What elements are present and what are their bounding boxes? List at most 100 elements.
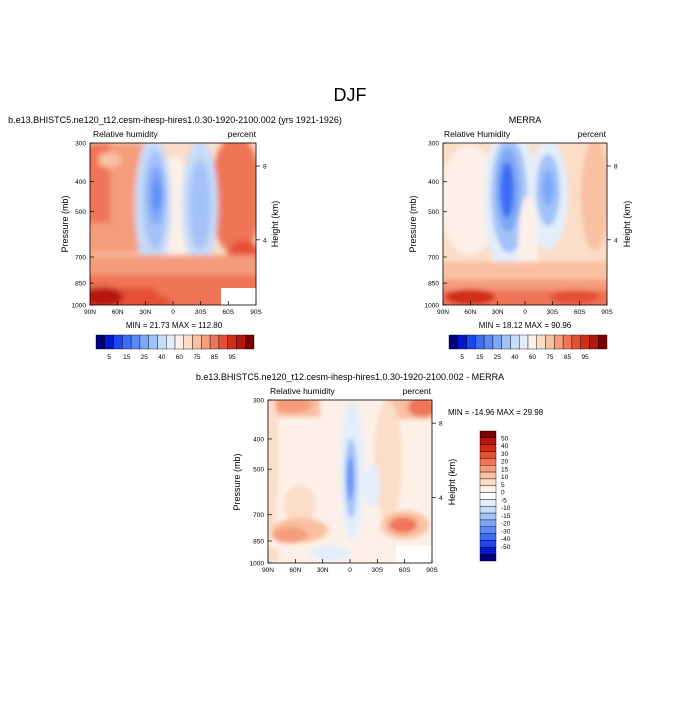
colorbar-swatch (479, 553, 497, 562)
panel-diff: b.e13.BHISTC5.ne120_t12.cesm-ihesp-hires… (196, 372, 544, 574)
colorbar-label: 75 (546, 354, 554, 361)
x-tick-label: 60N (289, 567, 301, 574)
colorbar-label: -40 (501, 536, 511, 543)
colorbar-swatch (174, 334, 184, 350)
colorbar-swatch (113, 334, 123, 350)
colorbar-swatch (479, 519, 497, 527)
colorbar-swatch (466, 334, 476, 350)
y-tick-label: 500 (253, 467, 264, 474)
colorbar-label: 5 (107, 354, 111, 361)
x-tick-label: 90N (262, 567, 274, 574)
y-tick-label: 300 (75, 141, 86, 148)
colorbar-swatch (527, 334, 537, 350)
colorbar-label: 60 (176, 354, 184, 361)
x-axis: 90N 60N 30N 0 30S 60S 90S (84, 301, 262, 316)
colorbar-swatch (479, 430, 497, 439)
contour-field (268, 400, 432, 563)
colorbar-label: 40 (511, 354, 519, 361)
y-tick-label: 400 (428, 179, 439, 186)
y-tick-label: 300 (428, 141, 439, 148)
colorbar-swatch (218, 334, 228, 350)
colorbar-swatch (598, 334, 608, 350)
colorbar-swatch (95, 334, 105, 350)
right-axis: 84 (432, 421, 443, 502)
y-tick-label: 1000 (425, 303, 440, 310)
colorbar-swatch (519, 334, 529, 350)
x-tick-label: 60S (399, 567, 411, 574)
x-tick-label: 30S (547, 309, 559, 316)
x-tick-label: 0 (171, 309, 175, 316)
colorbar-swatch (227, 334, 237, 350)
colorbar-swatch (479, 547, 497, 555)
colorbar-label: -5 (501, 497, 507, 504)
colorbar-swatch (209, 334, 220, 350)
right-tick-label: 8 (263, 164, 267, 171)
colorbar-swatch (510, 334, 520, 350)
colorbar-swatch (157, 334, 167, 350)
colorbar-swatch (580, 334, 590, 350)
contour-field (90, 143, 256, 305)
x-tick-label: 30S (372, 567, 384, 574)
colorbar-label: 50 (501, 435, 509, 442)
colorbar-swatch (479, 465, 497, 473)
colorbar-swatch (479, 471, 497, 480)
colorbar-swatch (104, 334, 114, 350)
colorbar-swatch (139, 334, 149, 350)
colorbar-label: 85 (211, 354, 219, 361)
x-tick-label: 30N (317, 567, 329, 574)
colorbar-swatch (479, 533, 497, 541)
right-axis: 84 (256, 164, 267, 244)
right-tick-label: 4 (614, 237, 618, 244)
y-axis-label: Pressure (mb) (60, 195, 70, 252)
colorbar-swatch (245, 334, 255, 350)
colorbar-swatch (562, 334, 573, 350)
colorbar-swatch (501, 334, 511, 350)
colorbar-label: -15 (501, 513, 511, 520)
y-tick-label: 1000 (72, 303, 87, 310)
colorbar-label: 5 (460, 354, 464, 361)
right-tick-label: 8 (439, 421, 443, 428)
colorbar-label: 15 (123, 354, 131, 361)
colorbar-swatch (479, 506, 497, 514)
colorbar-swatch (536, 334, 546, 350)
colorbar-label: -30 (501, 528, 511, 535)
variable-label: Relative humidity (270, 386, 335, 396)
colorbar-swatch (166, 334, 176, 350)
x-tick-label: 90N (84, 309, 96, 316)
panel-title: b.e13.BHISTC5.ne120_t12.cesm-ihesp-hires… (196, 372, 504, 382)
colorbar-swatch (479, 499, 497, 507)
colorbar-swatch (589, 334, 599, 350)
colorbar-swatch (192, 334, 202, 350)
colorbar-swatch (479, 512, 497, 521)
colorbar-swatch (236, 334, 246, 350)
y-tick-label: 850 (253, 538, 264, 545)
x-tick-label: 90N (437, 309, 449, 316)
colorbar-swatch (479, 478, 497, 486)
y-axis-label: Pressure (mb) (232, 453, 242, 510)
panel-model: b.e13.BHISTC5.ne120_t12.cesm-ihesp-hires… (8, 115, 342, 361)
units-label: percent (403, 386, 432, 396)
colorbar-swatch (492, 334, 502, 350)
y-tick-label: 400 (253, 436, 264, 443)
figure-title: DJF (334, 85, 367, 105)
right-tick-label: 8 (614, 164, 618, 171)
colorbar-label: -10 (501, 505, 511, 512)
right-axis-label: Height (km) (447, 459, 457, 506)
colorbar-swatch (479, 444, 497, 452)
y-tick-label: 700 (253, 512, 264, 519)
colorbar-swatch (479, 458, 497, 466)
colorbar-label: 40 (158, 354, 166, 361)
panel-title: MERRA (509, 115, 542, 125)
colorbar-swatch (475, 334, 485, 350)
colorbar-label: 15 (476, 354, 484, 361)
colorbar-label: -50 (501, 544, 511, 551)
colorbar-swatch (201, 334, 211, 350)
right-tick-label: 4 (263, 237, 267, 244)
colorbar-label: 60 (529, 354, 537, 361)
colorbar-swatch (479, 437, 497, 445)
x-tick-label: 30N (492, 309, 504, 316)
colorbar-label: -20 (501, 521, 511, 528)
panel-obs: MERRA Relative Humidity percent (408, 115, 632, 361)
right-axis: 84 (607, 164, 618, 244)
